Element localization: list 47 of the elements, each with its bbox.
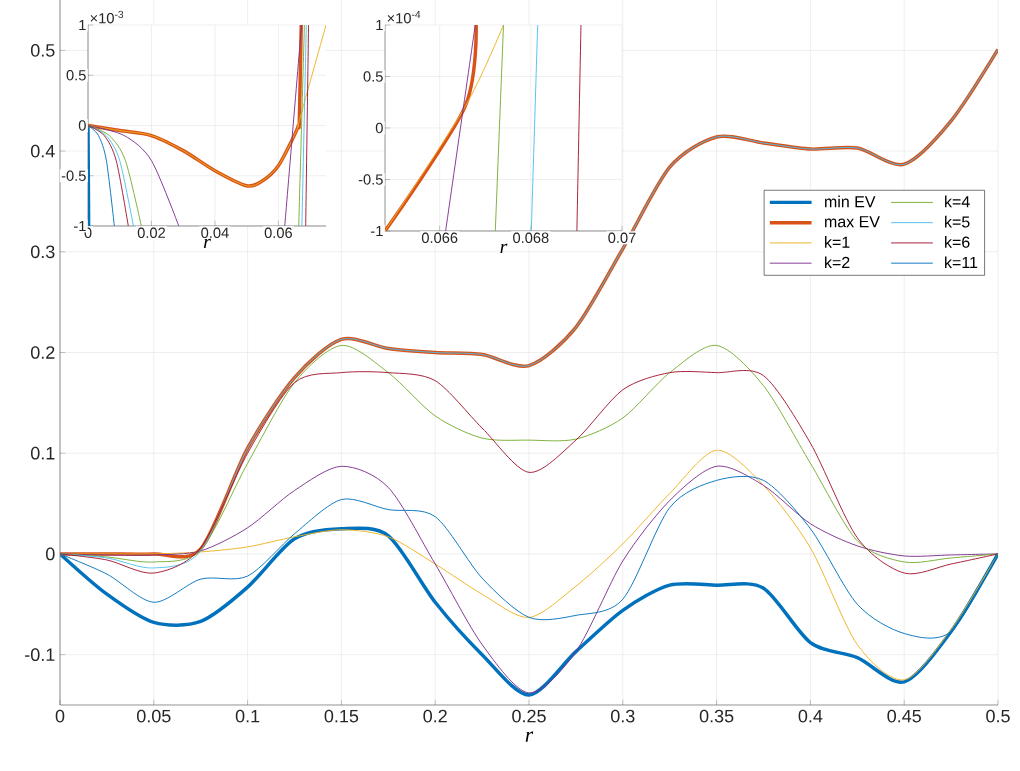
- y-tick-label: 0.5: [66, 70, 86, 81]
- y-tick-label: 1: [376, 19, 383, 31]
- legend-label: k=1: [825, 236, 850, 248]
- x-tick-label: 0.4: [798, 709, 823, 723]
- y-tick-label: 0: [45, 547, 55, 561]
- legend-label: k=6: [945, 236, 970, 248]
- x-tick-label: 0.3: [611, 709, 635, 723]
- legend-label: k=2: [825, 256, 850, 268]
- x-tick-label: 0.5: [986, 709, 1010, 723]
- y-tick-label: 0.4: [30, 144, 55, 158]
- legend-label: k=11: [945, 256, 978, 268]
- x-tick-label: 0.068: [513, 232, 549, 243]
- legend-label: k=4: [945, 195, 970, 208]
- x-axis-title: r: [203, 238, 211, 249]
- y-tick-label: -1: [371, 225, 383, 237]
- y-tick-label: 0.5: [30, 43, 55, 57]
- x-tick-label: 0.07: [608, 232, 636, 243]
- x-tick-label: 0.35: [699, 709, 734, 723]
- annotation: ×10$^{-4}$: [387, 10, 421, 24]
- legend-label: k=5: [945, 215, 970, 228]
- x-axis-title: r: [500, 243, 508, 254]
- x-tick-label: 0.05: [137, 709, 171, 723]
- y-tick-label: 0: [375, 122, 383, 134]
- y-tick-label: -0.5: [61, 170, 86, 181]
- x-tick-label: 0.25: [512, 709, 546, 723]
- x-tick-label: 0: [55, 709, 65, 723]
- y-tick-label: 0.5: [363, 71, 383, 82]
- y-tick-label: 0.2: [30, 346, 55, 359]
- x-tick-label: 0.06: [264, 227, 293, 238]
- x-tick-label: 0.15: [324, 709, 359, 723]
- legend-label: min EV: [825, 195, 876, 208]
- y-tick-label: -0.1: [25, 648, 55, 662]
- x-axis-title: r: [525, 731, 534, 742]
- x-tick-label: 0.02: [137, 227, 165, 238]
- x-tick-label: 0.066: [421, 232, 458, 243]
- y-tick-label: 1: [79, 19, 86, 31]
- y-tick-label: -0.5: [358, 174, 383, 185]
- y-tick-label: 0.3: [30, 245, 55, 259]
- x-tick-label: 0.2: [423, 709, 447, 723]
- legend-label: max EV: [825, 216, 880, 228]
- x-tick-label: 0.04: [201, 227, 229, 238]
- y-tick-label: 0: [78, 120, 86, 131]
- x-tick-label: 0.45: [887, 709, 921, 723]
- x-tick-label: 0.1: [235, 709, 260, 723]
- annotation: ×10$^{-3}$: [90, 10, 124, 24]
- y-tick-label: -1: [74, 220, 86, 232]
- y-tick-label: 0.1: [30, 446, 55, 460]
